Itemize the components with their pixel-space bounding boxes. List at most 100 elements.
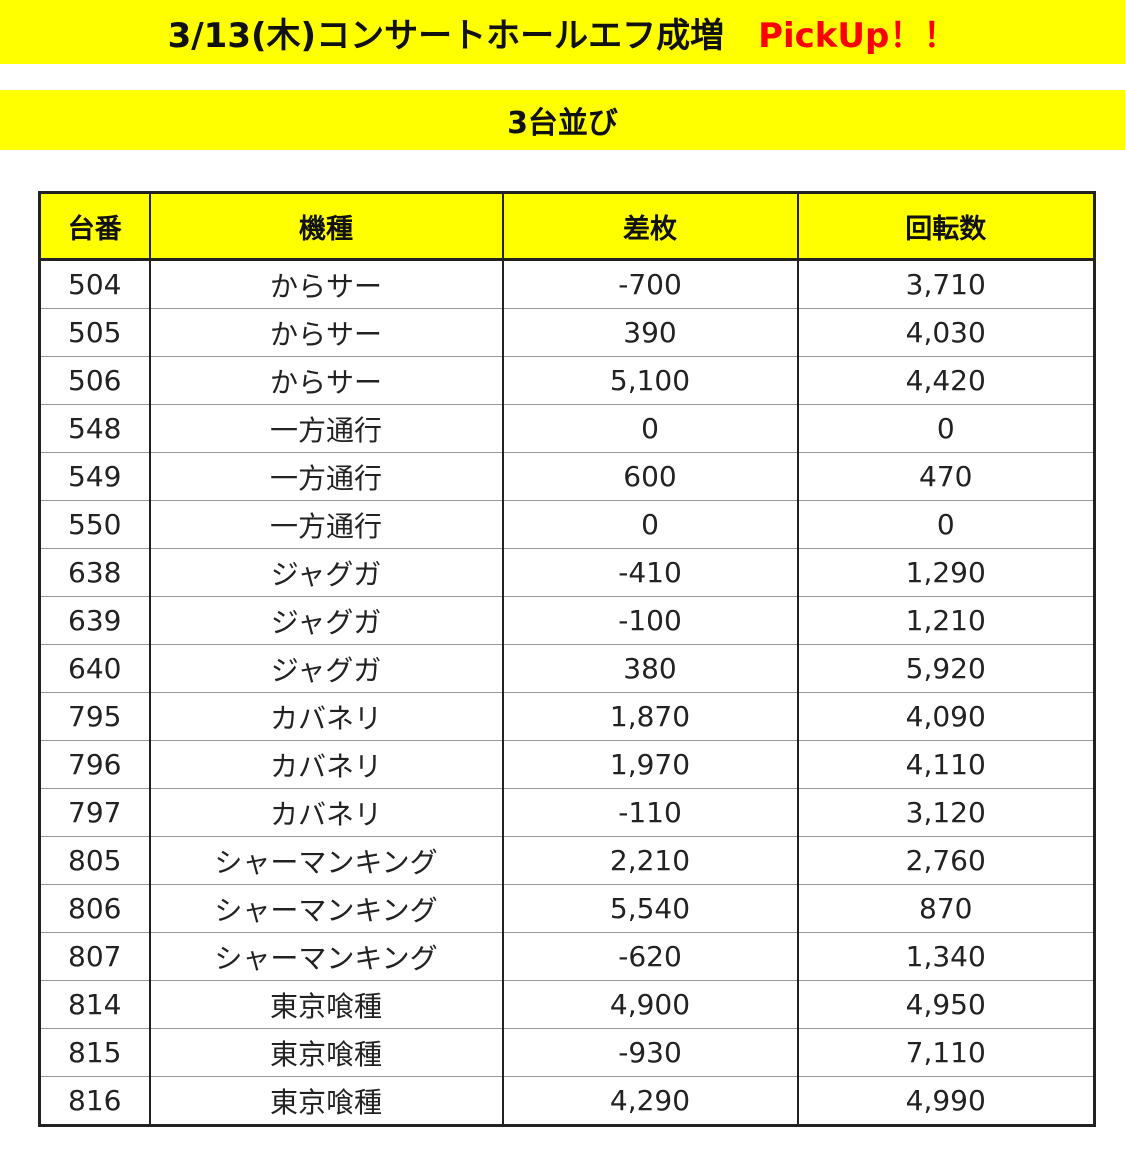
column-header-machine-number: 台番	[38, 191, 151, 261]
cell-model: シャーマンキング	[149, 836, 504, 885]
table-row: 505 からサー 390 4,030	[39, 308, 1095, 357]
table-row: 805 シャーマンキング 2,210 2,760	[39, 836, 1095, 885]
cell-spin-count: 5,920	[797, 644, 1095, 693]
cell-spin-count: 4,110	[797, 740, 1095, 789]
cell-model: 東京喰種	[149, 980, 504, 1029]
column-header-model: 機種	[148, 191, 504, 261]
table-row: 506 からサー 5,100 4,420	[39, 356, 1095, 405]
cell-model: ジャグガ	[149, 548, 504, 597]
table-row: 548 一方通行 0 0	[39, 404, 1095, 453]
cell-coin-difference: 4,900	[502, 980, 799, 1029]
table-row: 550 一方通行 0 0	[39, 500, 1095, 549]
cell-coin-difference: 5,540	[502, 884, 799, 933]
cell-coin-difference: 2,210	[502, 836, 799, 885]
cell-coin-difference: 5,100	[502, 356, 799, 405]
results-table: 台番 機種 差枚 回転数 504 からサー -700 3,710 505 からサー 390 4…	[38, 191, 1096, 1127]
cell-spin-count: 3,710	[797, 259, 1095, 309]
cell-coin-difference: -110	[502, 788, 799, 837]
cell-spin-count: 1,290	[797, 548, 1095, 597]
cell-coin-difference: 600	[502, 452, 799, 501]
subtitle-banner: 3台並び	[0, 90, 1125, 150]
cell-spin-count: 4,420	[797, 356, 1095, 405]
cell-spin-count: 4,990	[797, 1076, 1095, 1126]
cell-spin-count: 4,950	[797, 980, 1095, 1029]
table-row: 816 東京喰種 4,290 4,990	[39, 1076, 1095, 1126]
cell-coin-difference: 1,870	[502, 692, 799, 741]
cell-coin-difference: -700	[502, 259, 799, 309]
cell-machine-number: 806	[39, 884, 151, 933]
cell-spin-count: 870	[797, 884, 1095, 933]
cell-machine-number: 638	[39, 548, 151, 597]
cell-coin-difference: -100	[502, 596, 799, 645]
cell-model: からサー	[149, 259, 504, 309]
table-header-row: 台番 機種 差枚 回転数	[38, 191, 1096, 261]
cell-machine-number: 639	[39, 596, 151, 645]
cell-model: 一方通行	[149, 500, 504, 549]
table-row: 795 カバネリ 1,870 4,090	[39, 692, 1095, 741]
cell-coin-difference: 0	[502, 500, 799, 549]
cell-machine-number: 504	[39, 259, 151, 309]
table-body: 504 からサー -700 3,710 505 からサー 390 4,030 506 からサー 5,…	[39, 259, 1095, 1126]
cell-machine-number: 548	[39, 404, 151, 453]
cell-model: シャーマンキング	[149, 932, 504, 981]
cell-spin-count: 1,210	[797, 596, 1095, 645]
cell-coin-difference: -410	[502, 548, 799, 597]
cell-model: カバネリ	[149, 788, 504, 837]
cell-coin-difference: 390	[502, 308, 799, 357]
column-header-spin-count: 回転数	[796, 191, 1096, 261]
cell-coin-difference: -620	[502, 932, 799, 981]
cell-model: ジャグガ	[149, 596, 504, 645]
cell-model: ジャグガ	[149, 644, 504, 693]
table-row: 796 カバネリ 1,970 4,110	[39, 740, 1095, 789]
page-title: 3/13(木)コンサートホールエフ成増	[167, 15, 725, 56]
cell-spin-count: 4,090	[797, 692, 1095, 741]
table-row: 797 カバネリ -110 3,120	[39, 788, 1095, 837]
table-row: 806 シャーマンキング 5,540 870	[39, 884, 1095, 933]
cell-machine-number: 816	[39, 1076, 151, 1126]
cell-machine-number: 550	[39, 500, 151, 549]
cell-model: カバネリ	[149, 692, 504, 741]
cell-model: 東京喰種	[149, 1076, 504, 1126]
table-row: 640 ジャグガ 380 5,920	[39, 644, 1095, 693]
page-subtitle: 3台並び	[507, 106, 618, 141]
cell-coin-difference: -930	[502, 1028, 799, 1077]
cell-spin-count: 2,760	[797, 836, 1095, 885]
cell-spin-count: 1,340	[797, 932, 1095, 981]
table-row: 814 東京喰種 4,900 4,950	[39, 980, 1095, 1029]
title-banner: 3/13(木)コンサートホールエフ成増 PickUp！！	[0, 0, 1125, 64]
cell-spin-count: 4,030	[797, 308, 1095, 357]
cell-coin-difference: 4,290	[502, 1076, 799, 1126]
cell-machine-number: 506	[39, 356, 151, 405]
cell-model: 一方通行	[149, 404, 504, 453]
cell-spin-count: 470	[797, 452, 1095, 501]
cell-spin-count: 0	[797, 404, 1095, 453]
table-row: 815 東京喰種 -930 7,110	[39, 1028, 1095, 1077]
table-row: 504 からサー -700 3,710	[39, 259, 1095, 309]
table-row: 807 シャーマンキング -620 1,340	[39, 932, 1095, 981]
cell-machine-number: 505	[39, 308, 151, 357]
cell-model: 一方通行	[149, 452, 504, 501]
cell-model: 東京喰種	[149, 1028, 504, 1077]
cell-coin-difference: 1,970	[502, 740, 799, 789]
cell-machine-number: 795	[39, 692, 151, 741]
cell-coin-difference: 380	[502, 644, 799, 693]
cell-model: カバネリ	[149, 740, 504, 789]
cell-machine-number: 805	[39, 836, 151, 885]
cell-machine-number: 815	[39, 1028, 151, 1077]
table-row: 639 ジャグガ -100 1,210	[39, 596, 1095, 645]
cell-model: からサー	[149, 308, 504, 357]
column-header-coin-difference: 差枚	[501, 191, 799, 261]
cell-spin-count: 3,120	[797, 788, 1095, 837]
cell-machine-number: 796	[39, 740, 151, 789]
cell-coin-difference: 0	[502, 404, 799, 453]
cell-model: からサー	[149, 356, 504, 405]
pickup-label: PickUp！！	[758, 15, 958, 56]
cell-machine-number: 797	[39, 788, 151, 837]
cell-machine-number: 807	[39, 932, 151, 981]
cell-model: シャーマンキング	[149, 884, 504, 933]
cell-spin-count: 0	[797, 500, 1095, 549]
table-row: 549 一方通行 600 470	[39, 452, 1095, 501]
cell-machine-number: 814	[39, 980, 151, 1029]
cell-spin-count: 7,110	[797, 1028, 1095, 1077]
cell-machine-number: 640	[39, 644, 151, 693]
